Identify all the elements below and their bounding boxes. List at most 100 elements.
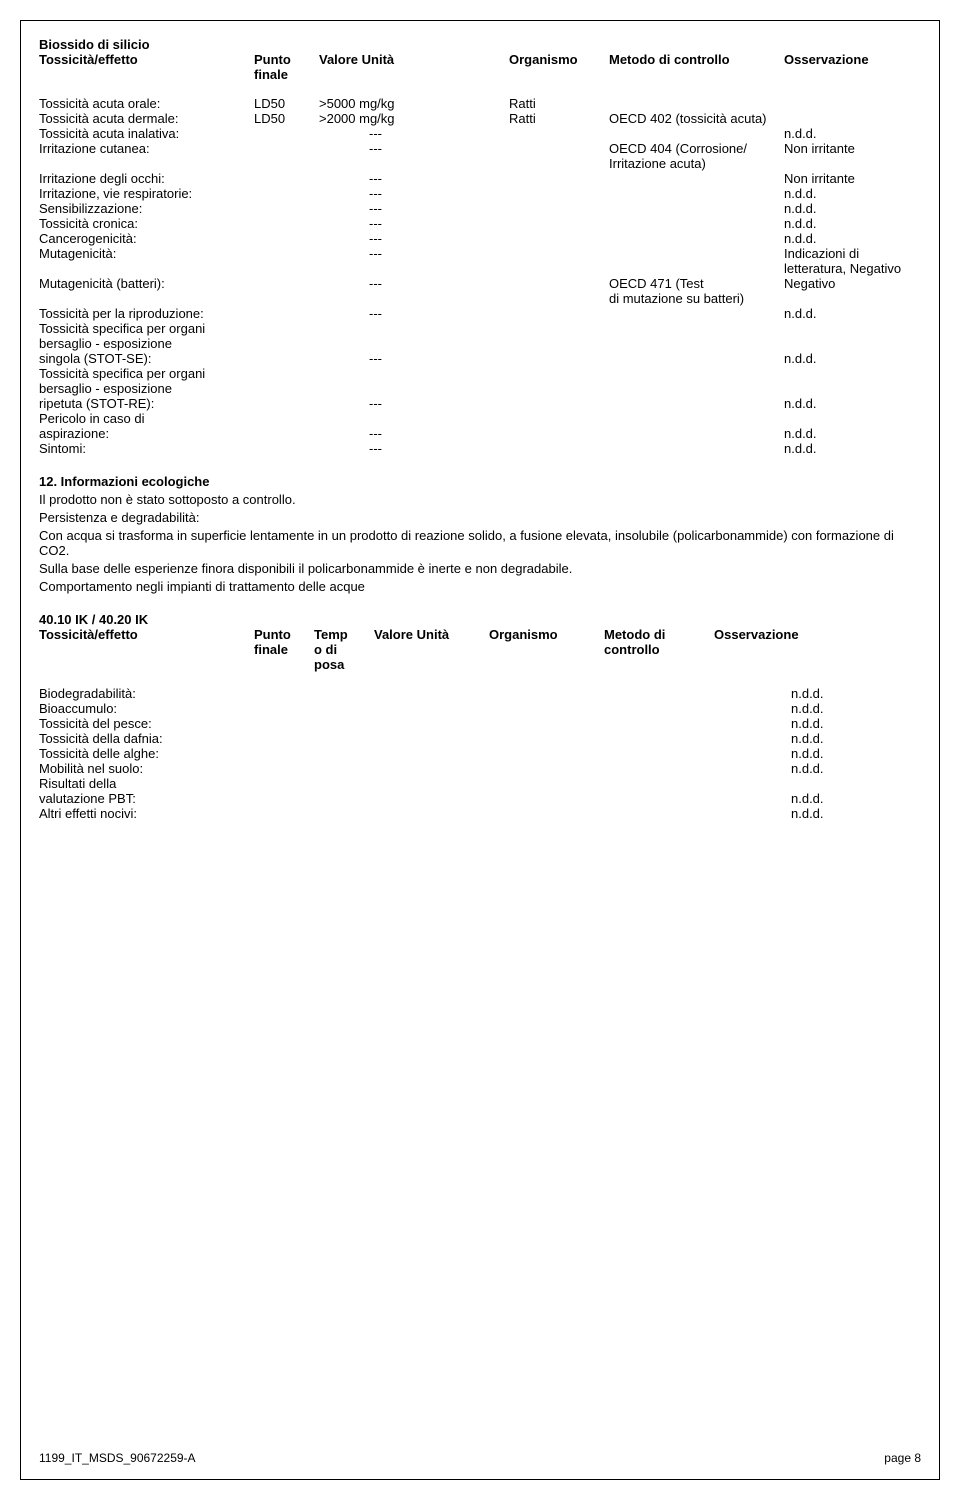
eco-row-label: Risultati della xyxy=(39,776,254,791)
row-osserv xyxy=(784,381,921,396)
row-val xyxy=(319,291,509,306)
row-val xyxy=(319,381,509,396)
row-label: aspirazione: xyxy=(39,426,254,441)
section-12-line-0: Il prodotto non è stato sottoposto a con… xyxy=(39,492,921,507)
row-val: >5000 mg/kg xyxy=(319,96,509,111)
table-row: bersaglio - esposizione xyxy=(39,336,921,351)
table-row: Sintomi:---n.d.d. xyxy=(39,441,921,456)
row-punto: LD50 xyxy=(254,111,319,126)
row-osserv xyxy=(784,336,921,351)
table-row: Tossicità cronica:---n.d.d. xyxy=(39,216,921,231)
row-metodo: di mutazione su batteri) xyxy=(609,291,784,306)
eco-row-label: Tossicità delle alghe: xyxy=(39,746,254,761)
row-label: Tossicità acuta orale: xyxy=(39,96,254,111)
eco-row-label: Mobilità nel suolo: xyxy=(39,761,254,776)
row-metodo xyxy=(609,246,784,261)
eco-row-osserv: n.d.d. xyxy=(791,746,921,761)
table-row: singola (STOT-SE):---n.d.d. xyxy=(39,351,921,366)
table-row: di mutazione su batteri) xyxy=(39,291,921,306)
row-osserv: Indicazioni di xyxy=(784,246,921,261)
table-row: Risultati della xyxy=(39,776,921,791)
eco-row-label: valutazione PBT: xyxy=(39,791,254,806)
header-effetto: Tossicità/effetto xyxy=(39,52,254,67)
table-row: letteratura, Negativo xyxy=(39,261,921,276)
row-osserv xyxy=(784,411,921,426)
row-label: Irritazione, vie respiratorie: xyxy=(39,186,254,201)
row-org: Ratti xyxy=(509,111,609,126)
row-org xyxy=(509,156,609,171)
row-label: Irritazione degli occhi: xyxy=(39,171,254,186)
table-row: Tossicità specifica per organi xyxy=(39,321,921,336)
row-val: --- xyxy=(319,171,509,186)
eco-table-body: Biodegradabilità:n.d.d.Bioaccumulo:n.d.d… xyxy=(39,686,921,821)
row-val: --- xyxy=(319,201,509,216)
row-label: bersaglio - esposizione xyxy=(39,381,254,396)
row-metodo: OECD 471 (Test xyxy=(609,276,784,291)
header-metodo: Metodo di controllo xyxy=(609,52,784,67)
table-row: Mobilità nel suolo:n.d.d. xyxy=(39,761,921,776)
row-punto xyxy=(254,156,319,171)
table-row: Irritazione, vie respiratorie:---n.d.d. xyxy=(39,186,921,201)
row-org xyxy=(509,216,609,231)
row-org xyxy=(509,426,609,441)
eco-title: 40.10 IK / 40.20 IK xyxy=(39,612,921,627)
row-metodo xyxy=(609,411,784,426)
row-org xyxy=(509,396,609,411)
row-val xyxy=(319,156,509,171)
row-org xyxy=(509,321,609,336)
table-row: ripetuta (STOT-RE):---n.d.d. xyxy=(39,396,921,411)
eco-header-row-2: finale o di controllo xyxy=(39,642,921,657)
eco-row-label: Tossicità della dafnia: xyxy=(39,731,254,746)
table-row: Biodegradabilità:n.d.d. xyxy=(39,686,921,701)
footer-page-num: page 8 xyxy=(884,1451,921,1465)
row-punto xyxy=(254,141,319,156)
table-row: Irritazione acuta) xyxy=(39,156,921,171)
table-row: Bioaccumulo:n.d.d. xyxy=(39,701,921,716)
row-label xyxy=(39,291,254,306)
section-12: 12. Informazioni ecologiche Il prodotto … xyxy=(39,474,921,594)
row-osserv xyxy=(784,321,921,336)
row-punto: LD50 xyxy=(254,96,319,111)
tox-header-row-2: finale xyxy=(39,67,921,82)
row-osserv xyxy=(784,291,921,306)
row-label: Tossicità per la riproduzione: xyxy=(39,306,254,321)
row-org xyxy=(509,411,609,426)
row-org xyxy=(509,276,609,291)
eco-header-row-3: posa xyxy=(39,657,921,672)
row-org xyxy=(509,366,609,381)
row-metodo xyxy=(609,396,784,411)
row-punto xyxy=(254,321,319,336)
row-metodo xyxy=(609,231,784,246)
table-row: Irritazione degli occhi:---Non irritante xyxy=(39,171,921,186)
row-punto xyxy=(254,246,319,261)
row-osserv: Negativo xyxy=(784,276,921,291)
row-osserv: n.d.d. xyxy=(784,216,921,231)
row-label: Mutagenicità (batteri): xyxy=(39,276,254,291)
row-val: --- xyxy=(319,186,509,201)
row-osserv xyxy=(784,96,921,111)
row-osserv: letteratura, Negativo xyxy=(784,261,921,276)
row-metodo xyxy=(609,351,784,366)
table-row: Irritazione cutanea:---OECD 404 (Corrosi… xyxy=(39,141,921,156)
table-row: Cancerogenicità:---n.d.d. xyxy=(39,231,921,246)
row-val: --- xyxy=(319,426,509,441)
table-row: Tossicità acuta orale:LD50>5000 mg/kgRat… xyxy=(39,96,921,111)
eco-section: 40.10 IK / 40.20 IK Tossicità/effetto Pu… xyxy=(39,612,921,821)
eco-row-label: Biodegradabilità: xyxy=(39,686,254,701)
section-12-line-4: Comportamento negli impianti di trattame… xyxy=(39,579,921,594)
substance-title: Biossido di silicio xyxy=(39,37,921,52)
row-punto xyxy=(254,381,319,396)
row-metodo xyxy=(609,336,784,351)
row-org xyxy=(509,246,609,261)
row-val: --- xyxy=(319,126,509,141)
row-metodo xyxy=(609,201,784,216)
row-org xyxy=(509,261,609,276)
row-metodo xyxy=(609,381,784,396)
row-val xyxy=(319,336,509,351)
row-label: Sensibilizzazione: xyxy=(39,201,254,216)
row-label: ripetuta (STOT-RE): xyxy=(39,396,254,411)
row-punto xyxy=(254,261,319,276)
row-punto xyxy=(254,291,319,306)
row-metodo xyxy=(609,186,784,201)
row-org xyxy=(509,231,609,246)
